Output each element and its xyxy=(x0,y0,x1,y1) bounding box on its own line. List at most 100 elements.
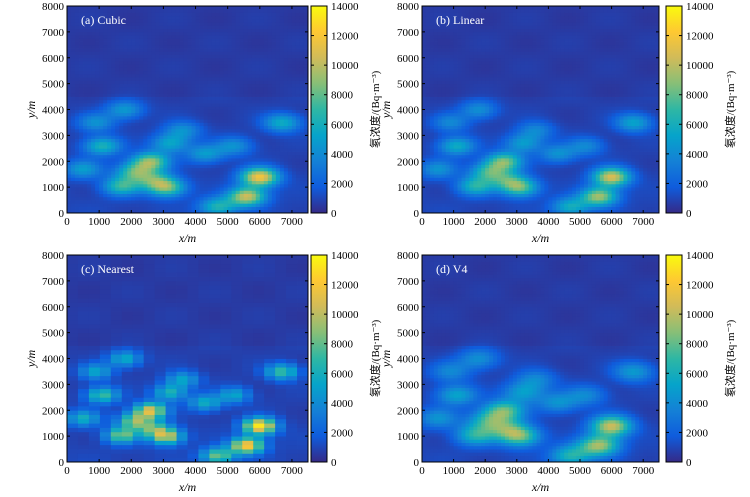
heatmap-cell xyxy=(437,73,443,78)
heatmap-cell xyxy=(235,190,241,194)
heatmap-cell xyxy=(99,38,104,42)
heatmap-cell xyxy=(422,90,427,94)
heatmap-cell xyxy=(461,187,466,191)
heatmap-cell xyxy=(263,51,269,55)
heatmap-cell xyxy=(123,70,128,75)
heatmap-cell xyxy=(271,86,277,91)
heatmap-cell xyxy=(103,180,108,185)
heatmap-cell xyxy=(147,122,152,127)
heatmap-cell xyxy=(199,25,204,30)
heatmap-cell xyxy=(139,183,144,188)
heatmap-cell xyxy=(267,177,273,182)
heatmap-cell xyxy=(259,151,265,156)
heatmap-cell xyxy=(449,135,454,140)
heatmap-cell xyxy=(231,51,237,55)
heatmap-cell xyxy=(83,90,88,94)
heatmap-cell xyxy=(255,132,261,136)
heatmap-cell xyxy=(91,106,96,110)
heatmap-cell xyxy=(215,132,221,136)
heatmap-cell xyxy=(465,28,470,33)
heatmap-cell xyxy=(175,54,180,59)
heatmap-cell xyxy=(163,203,168,207)
heatmap-cell xyxy=(143,138,148,143)
heatmap-cell xyxy=(151,138,156,143)
heatmap-cell xyxy=(291,44,297,49)
heatmap-cell xyxy=(263,28,269,33)
heatmap-cell xyxy=(299,96,305,101)
heatmap-cell xyxy=(267,80,273,85)
heatmap-cell xyxy=(131,187,136,191)
heatmap-cell xyxy=(275,174,281,178)
heatmap-cell xyxy=(99,200,104,204)
heatmap-cell xyxy=(187,183,192,188)
heatmap-cell xyxy=(203,119,208,123)
heatmap-cell xyxy=(303,73,309,78)
heatmap-cell xyxy=(187,145,192,149)
heatmap-cell xyxy=(187,64,192,68)
heatmap-cell xyxy=(247,112,253,117)
heatmap-cell xyxy=(75,148,80,152)
heatmap-cell xyxy=(111,9,116,13)
heatmap-cell xyxy=(433,38,439,42)
heatmap-cell xyxy=(251,83,257,88)
heatmap-cell xyxy=(429,190,435,194)
heatmap-cell xyxy=(255,31,261,36)
heatmap-cell xyxy=(259,90,265,94)
heatmap-cell xyxy=(303,28,309,33)
heatmap-cell xyxy=(115,41,120,46)
heatmap-cell xyxy=(429,54,435,59)
heatmap-cell xyxy=(485,148,490,152)
heatmap-cell xyxy=(457,161,462,165)
heatmap-cell xyxy=(465,38,470,42)
heatmap-cell xyxy=(79,158,84,162)
heatmap-cell xyxy=(469,154,474,159)
heatmap-cell xyxy=(255,141,261,146)
heatmap-cell xyxy=(79,125,84,130)
heatmap-cell xyxy=(485,196,490,201)
heatmap-cell xyxy=(267,187,273,191)
heatmap-cell xyxy=(437,103,443,107)
heatmap-cell xyxy=(299,22,305,26)
heatmap-cell xyxy=(223,18,229,23)
heatmap-cell xyxy=(275,64,281,68)
heatmap-cell xyxy=(207,86,212,91)
heatmap-cell xyxy=(445,170,451,175)
heatmap-cell xyxy=(457,64,462,68)
heatmap-cell xyxy=(267,151,273,156)
heatmap-cell xyxy=(163,106,168,110)
heatmap-cell xyxy=(119,38,124,42)
heatmap-cell xyxy=(219,80,225,85)
heatmap-cell xyxy=(457,115,462,120)
heatmap-cell xyxy=(255,148,261,152)
heatmap-cell xyxy=(67,145,72,149)
heatmap-cell xyxy=(291,48,297,52)
heatmap-cell xyxy=(477,190,482,194)
heatmap-cell xyxy=(263,9,269,13)
heatmap-cell xyxy=(437,164,443,169)
heatmap-cell xyxy=(291,138,297,143)
heatmap-cell xyxy=(437,174,443,178)
heatmap-cell xyxy=(87,203,92,207)
heatmap-cell xyxy=(91,103,96,107)
heatmap-cell xyxy=(131,206,136,211)
heatmap-cell xyxy=(83,177,88,182)
heatmap-cell xyxy=(477,196,482,201)
heatmap-cell xyxy=(171,135,176,140)
heatmap-cell xyxy=(87,83,92,88)
heatmap-cell xyxy=(91,128,96,133)
heatmap-cell xyxy=(71,103,76,107)
heatmap-cell xyxy=(283,9,289,13)
heatmap-cell xyxy=(473,70,478,75)
heatmap-cell xyxy=(207,38,212,42)
heatmap-cell xyxy=(227,51,233,55)
heatmap-cell xyxy=(279,167,285,172)
heatmap-cell xyxy=(135,112,140,117)
heatmap-cell xyxy=(437,96,443,101)
heatmap-cell xyxy=(163,122,168,127)
heatmap-cell xyxy=(67,138,72,143)
heatmap-cell xyxy=(183,170,188,175)
heatmap-cell xyxy=(287,28,293,33)
heatmap-cell xyxy=(143,60,148,65)
heatmap-cell xyxy=(422,196,427,201)
heatmap-cell xyxy=(99,80,104,85)
